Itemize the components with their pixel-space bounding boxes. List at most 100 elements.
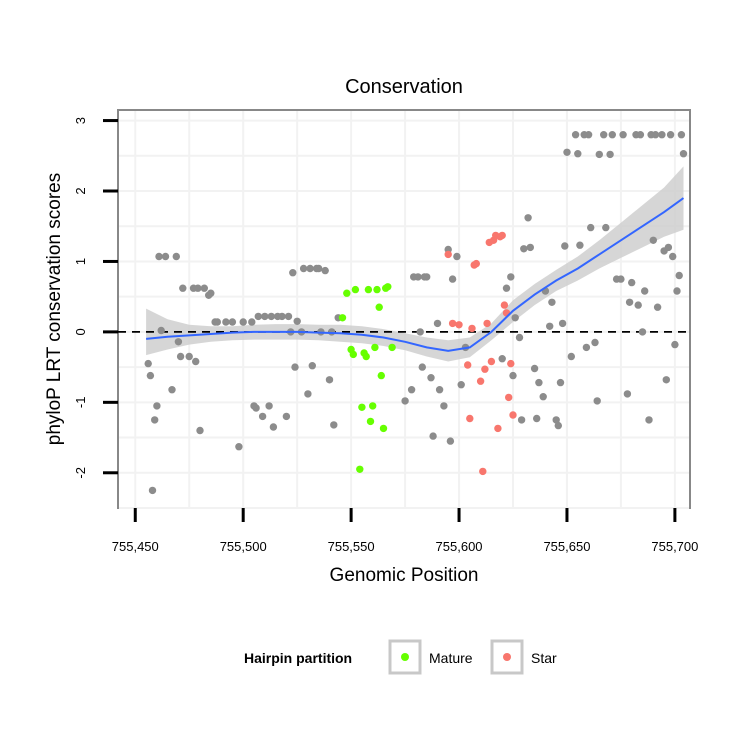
data-point-other — [258, 412, 267, 421]
data-point-other — [587, 223, 595, 232]
data-point-other — [669, 252, 677, 261]
data-point-other — [675, 271, 683, 280]
data-point-other — [235, 443, 243, 451]
data-point-other — [507, 273, 515, 281]
data-point-other — [548, 298, 556, 306]
data-point-other — [196, 426, 204, 435]
data-point-other — [157, 326, 165, 335]
data-point-other — [679, 150, 688, 158]
x-tick-label: 755,550 — [328, 539, 375, 554]
data-point-other — [554, 421, 562, 430]
y-axis: -2 -1 0 1 2 3 — [73, 117, 118, 479]
y-tick-label: 3 — [73, 117, 88, 124]
data-point-other — [591, 338, 599, 347]
data-point-other — [429, 432, 437, 440]
data-point-other — [401, 397, 409, 405]
data-point-other — [645, 416, 653, 424]
data-point-mature — [384, 283, 392, 291]
legend-title: Hairpin partition — [244, 650, 352, 666]
data-point-other — [161, 252, 170, 261]
data-point-mature — [375, 303, 383, 311]
data-point-star — [498, 231, 506, 240]
legend-marker-star — [503, 653, 511, 661]
data-point-other — [427, 374, 435, 382]
data-point-other — [625, 298, 634, 306]
legend-marker-mature — [401, 653, 409, 661]
x-tick-label: 755,700 — [651, 539, 698, 554]
data-point-other — [524, 214, 532, 222]
data-point-star — [472, 259, 480, 268]
data-point-other — [261, 312, 269, 321]
data-point-other — [606, 150, 614, 159]
data-point-star — [464, 361, 472, 369]
data-point-other — [440, 402, 448, 410]
data-point-other — [254, 312, 262, 321]
data-point-other — [148, 486, 157, 495]
data-point-other — [677, 131, 686, 139]
data-point-other — [289, 269, 297, 277]
data-point-other — [194, 284, 202, 292]
data-point-other — [269, 423, 278, 431]
data-point-other — [207, 289, 215, 297]
confidence-band — [146, 166, 684, 362]
data-point-other — [299, 264, 308, 273]
data-point-other — [600, 131, 608, 139]
x-axis: 755,450 755,500 755,550 755,600 755,650 755,7… — [112, 508, 698, 554]
data-point-other — [192, 357, 200, 366]
data-point-other — [664, 243, 673, 252]
data-point-mature — [379, 424, 388, 433]
y-tick-label: -1 — [73, 397, 88, 409]
data-point-other — [539, 393, 547, 401]
data-point-other — [213, 318, 221, 326]
data-point-star — [476, 377, 485, 385]
plot-panel — [117, 109, 691, 509]
data-point-other — [617, 275, 625, 283]
data-point-other — [185, 352, 193, 361]
x-tick-label: 755,650 — [543, 539, 590, 554]
data-point-other — [595, 150, 603, 159]
data-point-other — [168, 386, 176, 394]
y-tick-label: 0 — [73, 328, 88, 335]
data-point-other — [511, 314, 519, 322]
x-tick-label: 755,600 — [436, 539, 483, 554]
data-point-star — [455, 321, 463, 329]
data-point-other — [653, 303, 662, 311]
smooth-line-group — [146, 197, 685, 352]
chart-title: Conservation — [345, 76, 463, 98]
data-point-other — [561, 242, 569, 250]
data-point-other — [315, 264, 323, 273]
y-axis-label: phyloP LRT conservation scores — [44, 173, 65, 446]
data-point-mature — [362, 352, 370, 361]
data-point-other — [558, 319, 567, 328]
data-point-other — [446, 437, 455, 445]
data-point-other — [658, 131, 666, 139]
data-point-mature — [356, 465, 364, 473]
data-point-other — [416, 328, 424, 336]
data-point-star — [466, 414, 474, 423]
data-point-other — [179, 284, 187, 292]
smooth-fit-line — [146, 197, 685, 352]
x-axis-label: Genomic Position — [330, 565, 479, 586]
data-point-mature — [373, 285, 381, 294]
data-point-mature — [351, 285, 360, 294]
legend-label-mature: Mature — [429, 650, 473, 666]
data-point-other — [576, 241, 584, 249]
data-point-other — [636, 131, 645, 139]
data-point-other — [325, 376, 334, 384]
data-point-other — [228, 318, 237, 326]
data-point-other — [151, 416, 159, 424]
data-point-other — [530, 364, 539, 373]
data-point-other — [176, 352, 185, 361]
data-point-other — [533, 414, 541, 423]
data-point-other — [651, 131, 660, 139]
data-point-other — [584, 131, 593, 139]
data-point-other — [407, 386, 416, 394]
data-point-other — [535, 378, 543, 387]
data-point-mature — [366, 417, 375, 426]
data-point-other — [520, 245, 528, 253]
data-point-other — [284, 312, 293, 321]
data-point-other — [146, 371, 155, 380]
data-point-other — [448, 275, 457, 283]
data-point-mature — [388, 343, 396, 352]
data-point-other — [673, 287, 681, 295]
